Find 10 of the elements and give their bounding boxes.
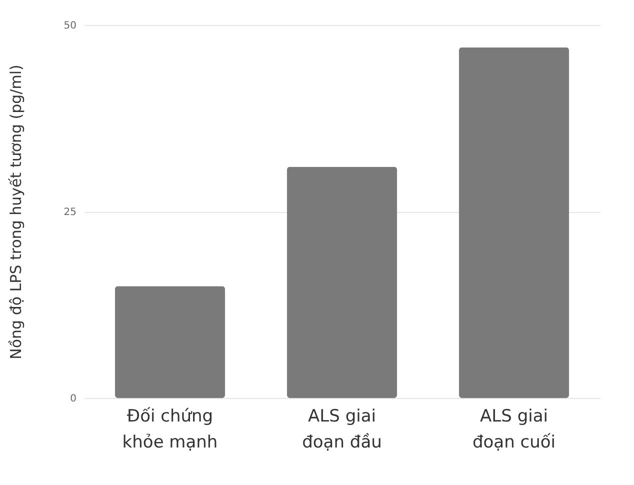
x-tick-label: Đối chứng khỏe mạnh: [122, 406, 218, 452]
y-tick-label: 25: [64, 207, 76, 218]
y-tick-label: 0: [70, 394, 76, 404]
bar: [459, 47, 569, 398]
x-tick-label: ALS giai đoạn đầu: [302, 406, 382, 452]
bar: [287, 166, 397, 398]
bar: [115, 286, 225, 398]
y-axis-title: Nồng độ LPS trong huyết tương (pg/ml): [6, 64, 25, 360]
y-tick-label: 50: [64, 20, 76, 32]
x-tick-label: ALS giai đoạn cuối: [472, 406, 556, 452]
